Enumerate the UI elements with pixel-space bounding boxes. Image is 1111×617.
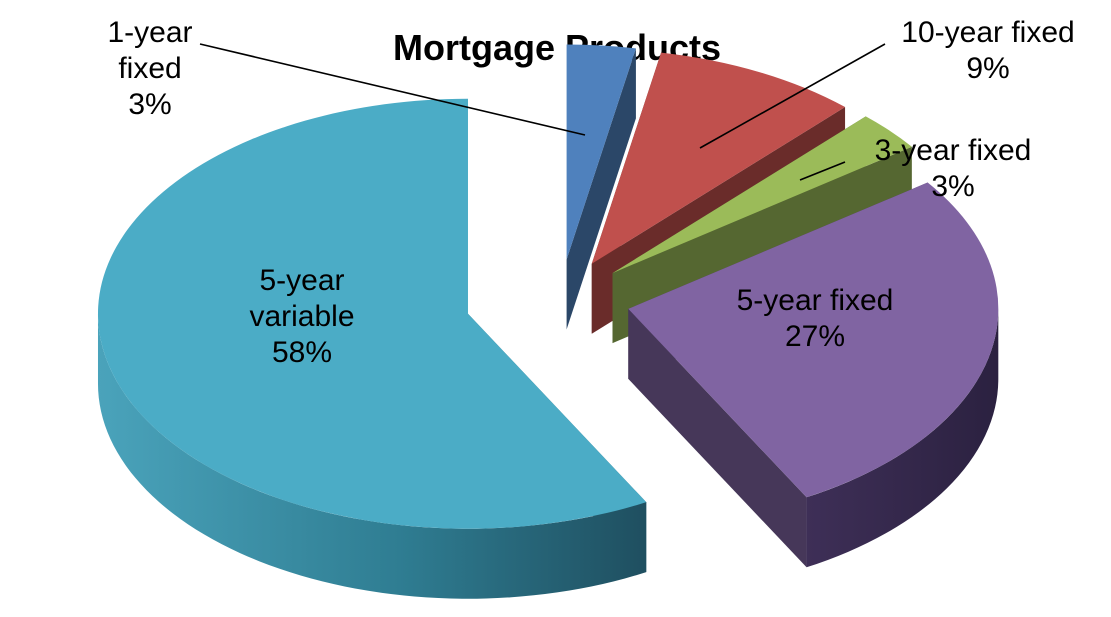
leader-line	[699, 43, 886, 149]
slice-cut-face	[566, 48, 636, 330]
pie-slice	[97, 98, 647, 599]
slice-label: 5-year variable 58%	[249, 264, 354, 369]
pie-slice	[566, 44, 636, 330]
slice-label-line: variable	[249, 300, 354, 333]
pie-slices	[97, 44, 999, 599]
slice-label: 3-year fixed 3%	[875, 134, 1032, 203]
slice-label-line: 3%	[931, 170, 974, 203]
slice-label-line: 1-year	[107, 16, 192, 49]
slice-labels: 1-year fixed 3%10-year fixed 9%3-year fixed…	[107, 16, 1074, 369]
slice-label-line: 9%	[966, 52, 1009, 85]
slice-label-line: 27%	[785, 320, 845, 353]
slice-side-wall	[806, 308, 999, 568]
slice-side-wall	[97, 313, 647, 599]
pie-slice	[628, 182, 999, 568]
slice-top	[612, 116, 912, 274]
slice-top	[628, 182, 999, 498]
leader-lines	[199, 43, 886, 181]
slice-top	[566, 44, 636, 260]
slice-label-line: fixed	[118, 52, 181, 85]
slice-label-line: 5-year	[259, 264, 344, 297]
slice-label-line: 3%	[128, 88, 171, 121]
slice-label-line: 3-year fixed	[875, 134, 1032, 167]
slice-top	[97, 98, 647, 529]
slice-cut-face	[628, 308, 807, 568]
slice-label-line: 58%	[272, 336, 332, 369]
slice-label: 1-year fixed 3%	[107, 16, 192, 121]
slice-top	[591, 52, 846, 264]
slice-label-line: 5-year fixed	[737, 284, 894, 317]
slice-label: 5-year fixed 27%	[737, 284, 894, 353]
leader-line	[199, 43, 586, 136]
slice-label-line: 10-year fixed	[901, 16, 1074, 49]
slice-label: 10-year fixed 9%	[901, 16, 1074, 85]
leader-line	[799, 161, 846, 181]
